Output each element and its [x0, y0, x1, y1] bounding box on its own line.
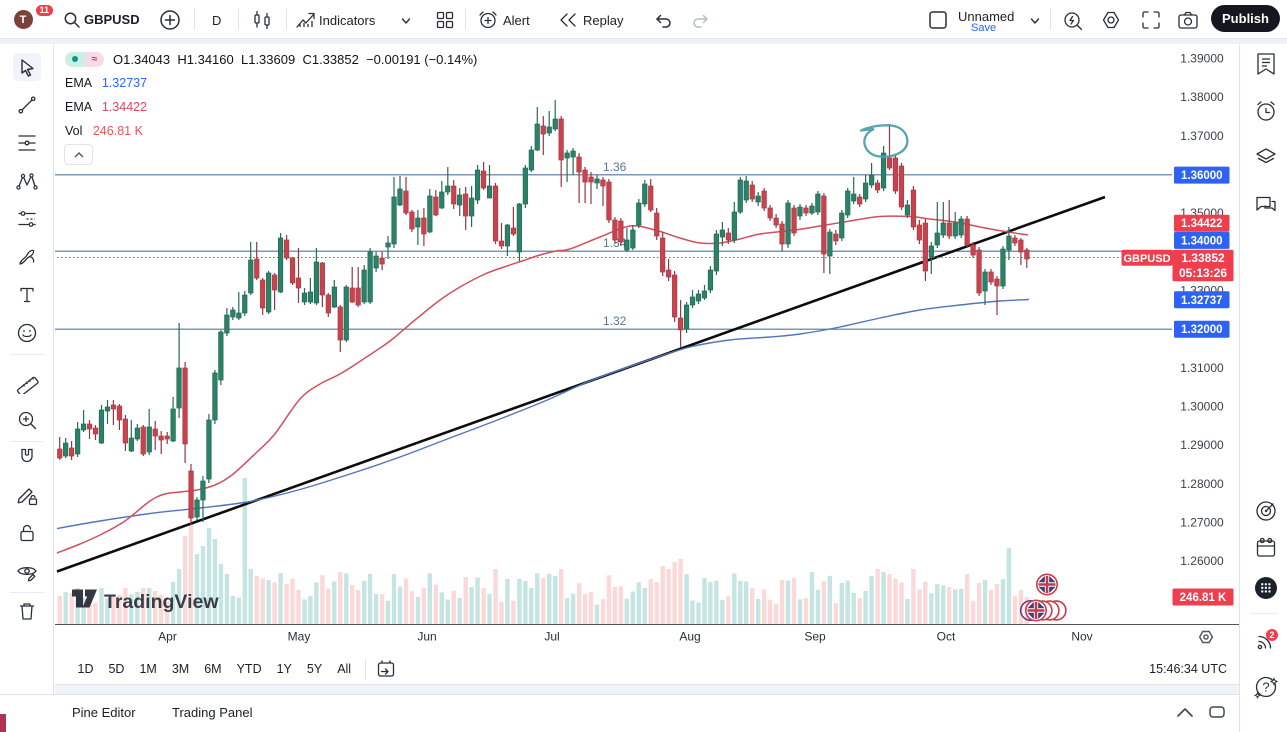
svg-text:1.29000: 1.29000 [1180, 438, 1224, 452]
svg-text:1.36: 1.36 [603, 160, 627, 174]
svg-text:1.27000: 1.27000 [1180, 515, 1224, 529]
svg-text:1.31000: 1.31000 [1180, 361, 1224, 375]
svg-text:?: ? [1262, 680, 1269, 695]
svg-text:TradingView: TradingView [104, 591, 219, 613]
svg-text:Apr: Apr [158, 630, 177, 644]
svg-text:1.32000: 1.32000 [1181, 324, 1223, 336]
svg-text:1.39000: 1.39000 [1180, 52, 1224, 66]
svg-text:Aug: Aug [679, 630, 700, 644]
svg-text:1.36000: 1.36000 [1181, 170, 1223, 182]
svg-text:Oct: Oct [937, 630, 956, 644]
svg-text:2: 2 [1269, 630, 1274, 640]
svg-text:1.38000: 1.38000 [1180, 90, 1224, 104]
svg-text:May: May [288, 630, 311, 644]
svg-text:Sep: Sep [804, 630, 826, 644]
svg-text:Jun: Jun [417, 630, 436, 644]
svg-text:Nov: Nov [1071, 630, 1092, 644]
svg-text:1.37000: 1.37000 [1180, 129, 1224, 143]
svg-text:Jul: Jul [544, 630, 559, 644]
svg-text:1.34000: 1.34000 [1181, 235, 1223, 247]
svg-text:1.30000: 1.30000 [1180, 400, 1224, 414]
svg-text:1.33852: 1.33852 [1181, 251, 1225, 265]
svg-text:1.28000: 1.28000 [1180, 477, 1224, 491]
svg-text:1.26000: 1.26000 [1180, 554, 1224, 568]
svg-text:1.32: 1.32 [603, 314, 627, 328]
svg-text:05:13:26: 05:13:26 [1179, 266, 1227, 280]
svg-text:246.81 K: 246.81 K [1180, 592, 1227, 604]
svg-text:1.32737: 1.32737 [1181, 295, 1223, 307]
svg-text:1.34422: 1.34422 [1181, 218, 1223, 230]
svg-text:GBPUSD: GBPUSD [1123, 253, 1170, 265]
